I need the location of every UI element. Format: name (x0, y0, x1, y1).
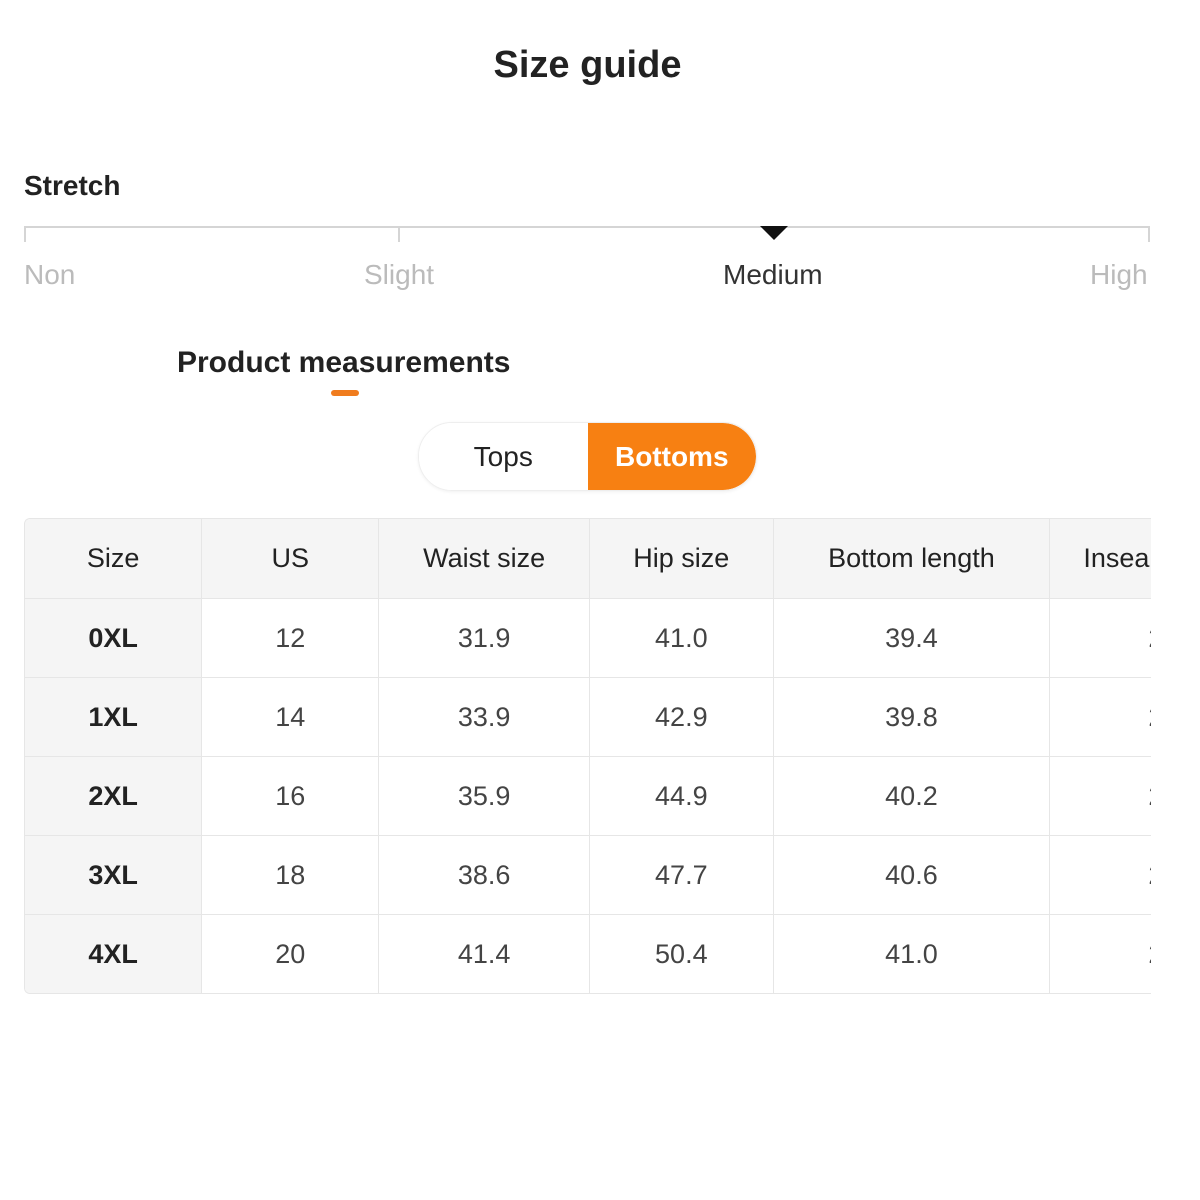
stretch-tick (398, 226, 400, 242)
cell-inseam-length: 28.4 (1049, 835, 1151, 915)
cell-hip: 41.0 (589, 598, 774, 678)
product-measurements-tab[interactable]: Product measurements (177, 346, 511, 379)
cell-us: 16 (201, 756, 380, 836)
cell-bottom-length: 39.8 (773, 677, 1051, 757)
header-inseam-length: Inseam length (1049, 519, 1151, 599)
header-hip: Hip size (589, 519, 774, 599)
cell-us: 20 (201, 914, 380, 993)
cell-us: 14 (201, 677, 380, 757)
cell-inseam-length: 27.2 (1049, 598, 1151, 678)
cell-bottom-length: 40.2 (773, 756, 1051, 836)
cell-size: 4XL (25, 914, 203, 993)
cell-waist: 31.9 (378, 598, 591, 678)
stretch-tick (24, 226, 26, 242)
category-toggle: Tops Bottoms (418, 422, 757, 491)
stretch-marker-icon (760, 226, 788, 240)
cell-waist: 33.9 (378, 677, 591, 757)
size-table: Size US Waist size Hip size Bottom lengt… (24, 518, 1151, 994)
page-title: Size guide (493, 44, 682, 86)
cell-bottom-length: 40.6 (773, 835, 1051, 915)
stretch-level-non: Non (24, 259, 76, 290)
cell-size: 1XL (25, 677, 203, 757)
cell-hip: 50.4 (589, 914, 774, 993)
header-us: US (201, 519, 380, 599)
cell-inseam-length: 27.6 (1049, 677, 1151, 757)
cell-waist: 38.6 (378, 835, 591, 915)
stretch-level-high: High (1090, 259, 1148, 290)
cell-hip: 42.9 (589, 677, 774, 757)
tab-tops[interactable]: Tops (419, 423, 588, 490)
cell-hip: 44.9 (589, 756, 774, 836)
cell-waist: 41.4 (378, 914, 591, 993)
header-bottom-length: Bottom length (773, 519, 1051, 599)
cell-us: 18 (201, 835, 380, 915)
cell-inseam-length: 28.0 (1049, 756, 1151, 836)
stretch-level-medium: Medium (723, 259, 823, 290)
cell-bottom-length: 39.4 (773, 598, 1051, 678)
cell-size: 3XL (25, 835, 203, 915)
header-waist: Waist size (378, 519, 591, 599)
cell-size: 2XL (25, 756, 203, 836)
cell-inseam-length: 28.8 (1049, 914, 1151, 993)
cell-hip: 47.7 (589, 835, 774, 915)
cell-bottom-length: 41.0 (773, 914, 1051, 993)
table-header-row: Size US Waist size Hip size Bottom lengt… (25, 519, 1151, 599)
stretch-level-slight: Slight (364, 259, 435, 290)
cell-us: 12 (201, 598, 380, 678)
stretch-scale-track (24, 226, 1150, 228)
stretch-tick (1148, 226, 1150, 242)
stretch-label: Stretch (24, 170, 121, 201)
active-tab-indicator (331, 390, 359, 396)
tab-bottoms[interactable]: Bottoms (587, 423, 756, 490)
header-size: Size (25, 519, 203, 599)
cell-size: 0XL (25, 598, 203, 678)
cell-waist: 35.9 (378, 756, 591, 836)
